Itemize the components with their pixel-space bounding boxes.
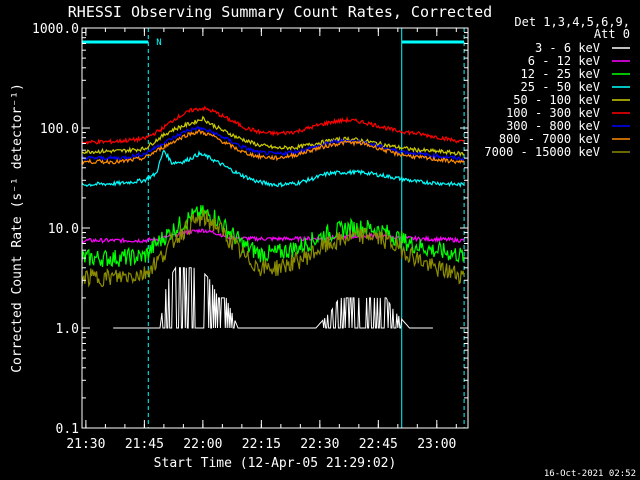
- legend-entry: 300 - 800 keV: [506, 119, 630, 133]
- legend-label: 7000 - 15000 keV: [484, 145, 600, 159]
- legend-entry: 25 - 50 keV: [521, 80, 630, 94]
- legend-label: 12 - 25 keV: [521, 67, 600, 81]
- marker-bar-label: N: [156, 38, 161, 48]
- series-line-12-25-kev: [81, 205, 465, 268]
- legend-entry: 3 - 6 keV: [535, 41, 630, 55]
- x-tick-label: 22:15: [242, 437, 281, 452]
- x-tick-label: 22:45: [359, 437, 398, 452]
- legend-entry: 800 - 7000 keV: [499, 132, 630, 146]
- x-tick-label: 21:45: [125, 437, 164, 452]
- y-tick-label: 1.0: [56, 322, 79, 337]
- x-tick-label: 21:30: [66, 437, 105, 452]
- series-line-7000-15000-kev: [81, 209, 465, 288]
- legend-header-line-2: Att 0: [594, 27, 630, 41]
- series-line-800-7000-kev: [81, 128, 465, 166]
- series-line-6-12-kev: [81, 228, 465, 244]
- x-axis: 21:30 21:45 22:00 22:15 22:30 22:45 23:00: [66, 28, 457, 452]
- legend-entry: 100 - 300 keV: [506, 106, 630, 120]
- y-axis-label: Corrected Count Rate (s⁻¹ detector⁻¹): [10, 83, 25, 373]
- legend-label: 6 - 12 keV: [528, 54, 600, 68]
- legend-label: 25 - 50 keV: [521, 80, 600, 94]
- y-tick-label: 1000.0: [32, 22, 79, 37]
- chart-title: RHESSI Observing Summary Count Rates, Co…: [68, 3, 492, 21]
- y-axis: 0.1 1.0 10.0 100.0 1000.0: [32, 22, 468, 437]
- series-line-50-100-kev: [81, 115, 465, 157]
- x-tick-label: 23:00: [417, 437, 456, 452]
- legend-label: 100 - 300 keV: [506, 106, 600, 120]
- legend-header: Det 1,3,4,5,6,9, Att 0: [514, 15, 630, 41]
- series-line-25-50-kev: [81, 149, 465, 189]
- y-tick-label: 10.0: [48, 222, 79, 237]
- series-line-100-300-kev: [81, 105, 465, 145]
- legend-label: 300 - 800 keV: [506, 119, 600, 133]
- legend-label: 3 - 6 keV: [535, 41, 600, 55]
- legend-header-line-1: Det 1,3,4,5,6,9,: [514, 15, 630, 29]
- legend-entry: 12 - 25 keV: [521, 67, 630, 81]
- x-tick-label: 22:30: [300, 437, 339, 452]
- legend-label: 800 - 7000 keV: [499, 132, 600, 146]
- y-tick-label: 0.1: [56, 422, 79, 437]
- x-axis-label: Start Time (12-Apr-05 21:29:02): [154, 456, 397, 471]
- y-tick-label: 100.0: [40, 122, 79, 137]
- legend-label: 50 - 100 keV: [513, 93, 600, 107]
- legend-entry: 50 - 100 keV: [513, 93, 630, 107]
- legend-entry: 7000 - 15000 keV: [484, 145, 630, 159]
- series-line-300-800-kev: [81, 125, 465, 162]
- series-line-3-6-kev: [113, 266, 433, 329]
- legend-entry: 6 - 12 keV: [528, 54, 630, 68]
- x-tick-label: 22:00: [183, 437, 222, 452]
- footer-timestamp: 16-Oct-2021 02:52: [544, 469, 636, 479]
